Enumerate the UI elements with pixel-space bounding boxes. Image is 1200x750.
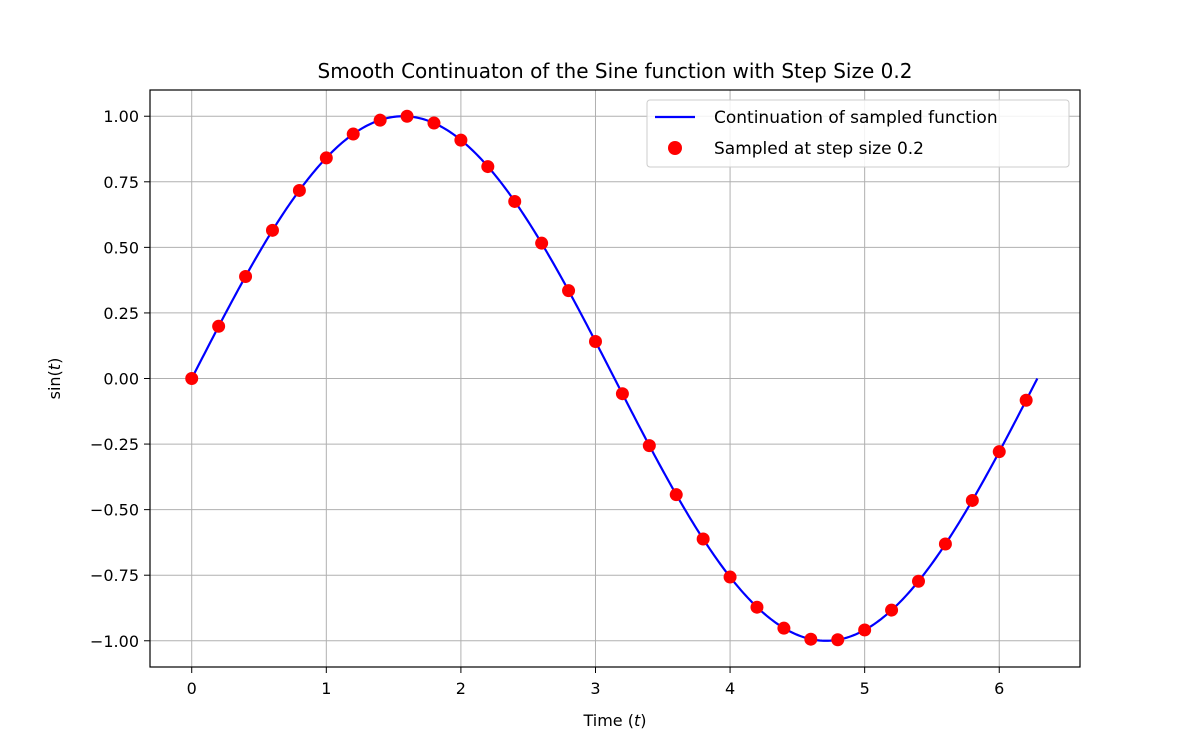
sample-point <box>615 387 629 401</box>
y-axis-label: sin(t) <box>45 358 64 400</box>
sample-point <box>292 183 306 197</box>
y-tick-label: 0.25 <box>103 304 139 323</box>
grid-lines <box>150 90 1080 667</box>
chart-title: Smooth Continuaton of the Sine function … <box>318 59 913 83</box>
x-tick-label: 3 <box>590 679 600 698</box>
x-tick-label: 5 <box>860 679 870 698</box>
sample-point <box>965 493 979 507</box>
sample-point <box>346 127 360 141</box>
sample-point <box>508 194 522 208</box>
x-axis-label: Time (t) <box>582 711 646 730</box>
continuation-line <box>190 115 1039 642</box>
sample-point <box>212 319 226 333</box>
sample-point <box>400 109 414 123</box>
sample-point <box>858 623 872 637</box>
sample-point <box>992 445 1006 459</box>
x-tick-label: 0 <box>187 679 197 698</box>
legend-entry-scatter: Sampled at step size 0.2 <box>714 139 924 159</box>
x-tick-label: 2 <box>456 679 466 698</box>
sample-point <box>938 537 952 551</box>
y-tick-label: −0.75 <box>90 566 139 585</box>
y-tick-label: 0.75 <box>103 173 139 192</box>
sample-point <box>723 570 737 584</box>
sample-point <box>750 600 764 614</box>
y-tick-label: −1.00 <box>90 632 139 651</box>
sample-point <box>319 151 333 165</box>
sample-point <box>535 236 549 250</box>
legend-dot-swatch <box>668 141 682 155</box>
ticks: 0 1 2 3 4 5 6 −1.00 −0.75 −0.50 −0.25 0.00 0.25 0.50 0… <box>90 107 1004 698</box>
sample-point <box>642 439 656 453</box>
sample-point <box>185 372 199 385</box>
sample-point <box>265 223 279 237</box>
sample-point <box>481 160 495 174</box>
sample-point <box>804 632 818 646</box>
sample-point <box>831 633 845 647</box>
sample-point <box>696 532 710 546</box>
sample-point <box>427 116 441 130</box>
legend-entry-line: Continuation of sampled function <box>714 108 998 128</box>
y-tick-label: 0.50 <box>103 238 139 257</box>
x-tick-label: 1 <box>321 679 331 698</box>
y-tick-label: −0.25 <box>90 435 139 454</box>
sample-point <box>669 488 683 502</box>
series-layer <box>185 109 1039 647</box>
y-tick-label: −0.50 <box>90 501 139 520</box>
sample-point <box>777 621 791 635</box>
y-tick-label: 0.00 <box>103 370 139 389</box>
sample-point <box>373 113 387 127</box>
sample-point <box>911 574 925 588</box>
sample-point <box>588 335 602 349</box>
sample-point <box>1019 393 1033 407</box>
x-tick-label: 4 <box>725 679 735 698</box>
y-tick-label: 1.00 <box>103 107 139 126</box>
sample-point <box>454 133 468 147</box>
legend-box <box>646 99 1070 168</box>
x-tick-label: 6 <box>994 679 1004 698</box>
legend: Continuation of sampled function Sampled… <box>646 99 1070 168</box>
sample-point <box>562 284 576 298</box>
sample-point <box>885 603 899 617</box>
sample-point <box>239 269 253 283</box>
